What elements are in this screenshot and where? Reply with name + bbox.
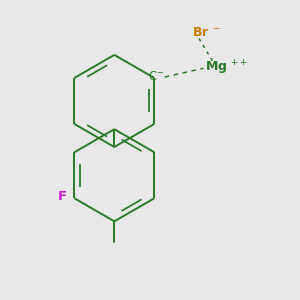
Text: Mg $^{++}$: Mg $^{++}$ — [205, 59, 248, 77]
Text: F: F — [58, 190, 67, 203]
Text: Br $^{-}$: Br $^{-}$ — [192, 26, 220, 39]
Text: C$^{-}$: C$^{-}$ — [148, 70, 164, 83]
